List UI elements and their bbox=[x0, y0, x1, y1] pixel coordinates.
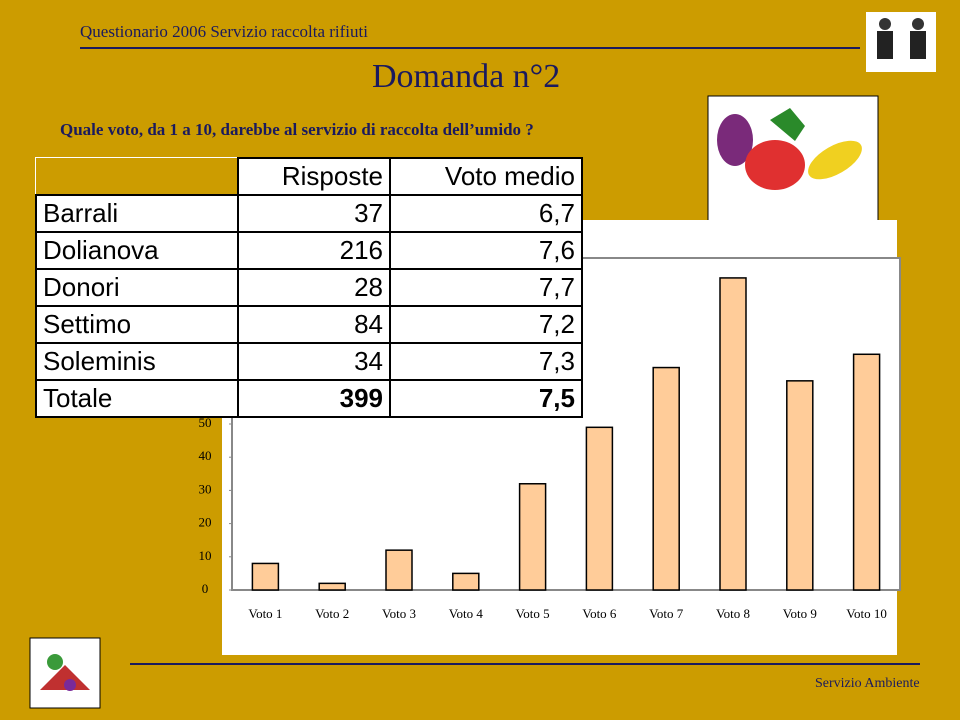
x-tick-label: Voto 6 bbox=[582, 606, 617, 621]
x-tick-label: Voto 5 bbox=[516, 606, 550, 621]
bar bbox=[318, 582, 346, 591]
cell: 7,5 bbox=[389, 379, 583, 418]
cell: Totale bbox=[35, 379, 239, 418]
logo bbox=[29, 637, 101, 709]
x-tick-label: Voto 9 bbox=[783, 606, 817, 621]
people-icon bbox=[866, 12, 936, 72]
x-tick-label: Voto 4 bbox=[449, 606, 484, 621]
bar bbox=[385, 549, 413, 591]
cell: Donori bbox=[35, 268, 239, 307]
cell: 399 bbox=[237, 379, 391, 418]
bar bbox=[251, 562, 280, 591]
x-tick-label: Voto 10 bbox=[846, 606, 887, 621]
cell: 7,7 bbox=[389, 268, 583, 307]
rule bbox=[80, 47, 860, 49]
cell: Dolianova bbox=[35, 231, 239, 270]
x-tick-label: Voto 1 bbox=[248, 606, 282, 621]
x-tick-label: Voto 2 bbox=[315, 606, 349, 621]
x-tick-label: Voto 8 bbox=[716, 606, 750, 621]
cell: 7,3 bbox=[389, 342, 583, 381]
cell: Settimo bbox=[35, 305, 239, 344]
bar bbox=[852, 353, 881, 591]
y-tick-label: 50 bbox=[199, 415, 212, 430]
bar bbox=[518, 483, 547, 591]
results-table: Risposte Voto medio Barrali 37 6,7 Doliano… bbox=[35, 157, 583, 418]
cell: 28 bbox=[237, 268, 391, 307]
vegetables-image bbox=[707, 95, 879, 239]
footer: Servizio Ambiente bbox=[815, 676, 920, 691]
cell: 7,2 bbox=[389, 305, 583, 344]
x-tick-label: Voto 7 bbox=[649, 606, 684, 621]
cell: 84 bbox=[237, 305, 391, 344]
rule bbox=[130, 663, 920, 665]
bar bbox=[652, 366, 680, 591]
y-tick-label: 0 bbox=[202, 581, 209, 596]
cell: 216 bbox=[237, 231, 391, 270]
question: Quale voto, da 1 a 10, darebbe al serviz… bbox=[60, 120, 534, 139]
bar bbox=[786, 380, 814, 591]
column-header: Risposte bbox=[237, 157, 391, 196]
cell: 34 bbox=[237, 342, 391, 381]
cell: 6,7 bbox=[389, 194, 583, 233]
x-tick-label: Voto 3 bbox=[382, 606, 416, 621]
bar bbox=[719, 277, 747, 591]
empty-cell bbox=[36, 158, 239, 196]
header-title: Questionario 2006 Servizio raccolta rifi… bbox=[80, 22, 368, 41]
cell: 7,6 bbox=[389, 231, 583, 270]
y-tick-label: 40 bbox=[199, 448, 212, 463]
slide-heading: Domanda n°2 bbox=[372, 58, 561, 95]
cell: 37 bbox=[237, 194, 391, 233]
cell: Barrali bbox=[35, 194, 239, 233]
y-tick-label: 20 bbox=[199, 515, 212, 530]
bar bbox=[452, 572, 480, 591]
column-header: Voto medio bbox=[389, 157, 583, 196]
y-tick-label: 30 bbox=[199, 481, 212, 496]
y-tick-label: 10 bbox=[199, 548, 212, 563]
cell: Soleminis bbox=[35, 342, 239, 381]
bar bbox=[585, 426, 614, 591]
